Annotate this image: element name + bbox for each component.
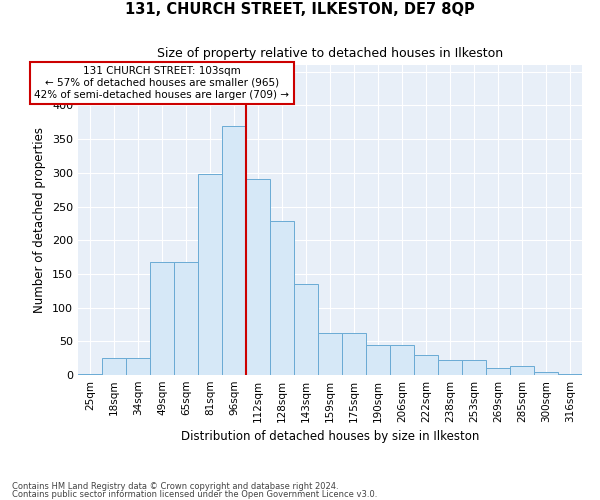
Bar [150,262,174,375]
Bar [102,358,126,375]
Bar [126,358,150,375]
Bar [366,346,390,375]
Bar [438,360,462,375]
Text: Contains public sector information licensed under the Open Government Licence v3: Contains public sector information licen… [12,490,377,499]
Bar [342,333,366,375]
Bar [270,222,294,375]
Text: 131 CHURCH STREET: 103sqm
← 57% of detached houses are smaller (965)
42% of semi: 131 CHURCH STREET: 103sqm ← 57% of detac… [35,66,290,100]
Bar [558,374,582,375]
Bar [534,372,558,375]
Bar [198,174,222,375]
Bar [294,284,318,375]
Bar [510,366,534,375]
Y-axis label: Number of detached properties: Number of detached properties [34,127,46,313]
Bar [462,360,486,375]
Bar [486,368,510,375]
Title: Size of property relative to detached houses in Ilkeston: Size of property relative to detached ho… [157,46,503,60]
Bar [246,179,270,375]
Bar [174,262,198,375]
X-axis label: Distribution of detached houses by size in Ilkeston: Distribution of detached houses by size … [181,430,479,444]
Text: 131, CHURCH STREET, ILKESTON, DE7 8QP: 131, CHURCH STREET, ILKESTON, DE7 8QP [125,2,475,18]
Bar [414,356,438,375]
Bar [318,333,342,375]
Text: Contains HM Land Registry data © Crown copyright and database right 2024.: Contains HM Land Registry data © Crown c… [12,482,338,491]
Bar [222,126,246,375]
Bar [390,346,414,375]
Bar [78,374,102,375]
